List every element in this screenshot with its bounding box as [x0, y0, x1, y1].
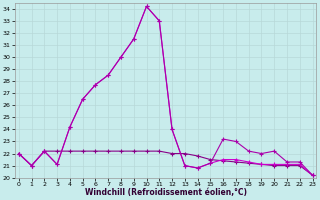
X-axis label: Windchill (Refroidissement éolien,°C): Windchill (Refroidissement éolien,°C): [85, 188, 247, 197]
